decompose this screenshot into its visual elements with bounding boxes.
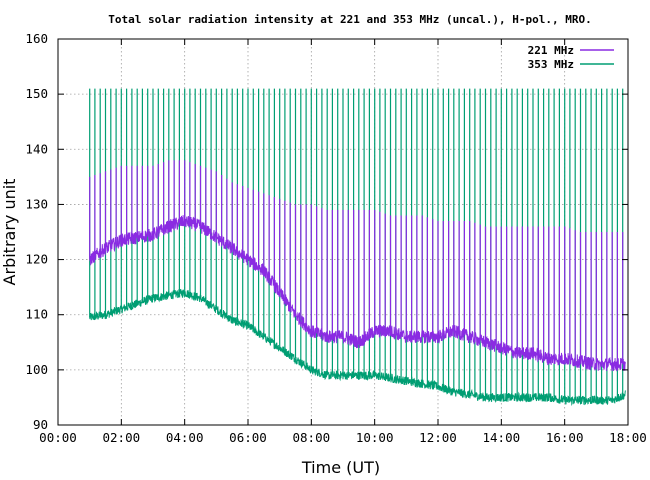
y-tick-label: 150: [25, 86, 48, 101]
x-axis-label: Time (UT): [301, 458, 380, 477]
series-line-0: [89, 214, 626, 372]
series-layer: [89, 88, 626, 407]
y-axis-label: Arbitrary unit: [0, 179, 19, 286]
x-tick-label: 12:00: [419, 430, 457, 445]
legend: 221 MHz 353 MHz: [528, 44, 614, 71]
y-tick-label: 130: [25, 196, 48, 211]
x-tick-label: 02:00: [103, 430, 141, 445]
x-tick-label: 18:00: [609, 430, 647, 445]
y-tick-label: 100: [25, 362, 48, 377]
y-tick-label: 160: [25, 31, 48, 46]
x-tick-label: 14:00: [483, 430, 521, 445]
y-tick-label: 120: [25, 252, 48, 267]
ticks: 00:00 02:00 04:00 06:00 08:00 10:00 12:00 14:00…: [25, 31, 646, 445]
y-tick-label: 140: [25, 141, 48, 156]
y-tick-label: 110: [25, 307, 48, 322]
x-tick-label: 08:00: [293, 430, 331, 445]
chart-title: Total solar radiation intensity at 221 a…: [108, 13, 591, 26]
plot-frame: [57, 38, 629, 426]
legend-label-221: 221 MHz: [528, 44, 574, 57]
x-tick-label: 00:00: [39, 430, 77, 445]
y-tick-label: 90: [33, 417, 48, 432]
legend-label-353: 353 MHz: [528, 58, 574, 71]
x-tick-label: 10:00: [356, 430, 394, 445]
x-tick-label: 16:00: [546, 430, 584, 445]
x-tick-label: 06:00: [229, 430, 267, 445]
x-tick-label: 04:00: [166, 430, 204, 445]
